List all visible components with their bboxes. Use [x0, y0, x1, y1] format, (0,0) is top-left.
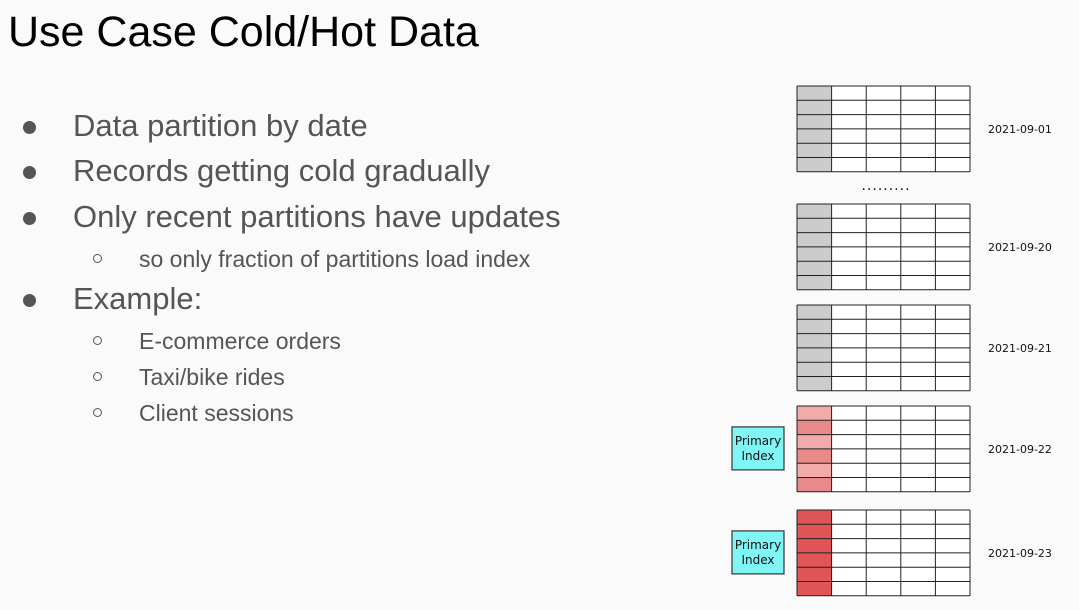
partition-key-cell: [797, 157, 832, 172]
partition-date-label: 2021-09-20: [988, 241, 1052, 254]
partition-key-cell: [797, 362, 832, 377]
partition-2021-09-20: 2021-09-20: [796, 203, 1052, 291]
partition-key-cell: [797, 463, 832, 478]
sub-bullet-item: E-commerce orders: [139, 328, 341, 354]
ellipsis: .........: [861, 178, 910, 194]
primary-index-label: Primary: [735, 434, 781, 448]
partition-2021-09-21: 2021-09-21: [796, 304, 1052, 392]
partition-key-cell: [797, 420, 832, 435]
primary-index-box: [731, 530, 785, 575]
sub-bullet-circle: [93, 336, 102, 345]
partition-key-cell: [797, 86, 832, 101]
partition-key-cell: [797, 477, 832, 492]
partition-key-cell: [797, 204, 832, 219]
partition-key-cell: [797, 376, 832, 391]
sub-bullet-circle: [93, 408, 102, 417]
partition-key-cell: [797, 128, 832, 144]
partition-date-label: 2021-09-01: [988, 123, 1052, 136]
partition-key-cell: [797, 246, 832, 262]
partition-key-cell: [797, 347, 832, 363]
partition-key-cell: [797, 232, 832, 247]
bullet-item: Only recent partitions have updates: [73, 199, 561, 234]
bullet-item: Example:: [73, 281, 203, 316]
partition-key-cell: [797, 448, 832, 464]
sub-bullet-item: so only fraction of partitions load inde…: [139, 246, 531, 272]
partition-key-cell: [797, 305, 832, 320]
partition-key-cell: [797, 261, 832, 276]
partition-date-label: 2021-09-22: [988, 443, 1052, 456]
primary-index-box: [731, 426, 785, 471]
partition-key-cell: [797, 143, 832, 158]
partition-key-cell: [797, 319, 832, 334]
partition-date-label: 2021-09-21: [988, 342, 1052, 355]
partition-key-cell: [797, 434, 832, 449]
bullet-dot: [23, 212, 36, 225]
partition-key-cell: [797, 100, 832, 115]
partition-key-cell: [797, 510, 832, 525]
partition-key-cell: [797, 333, 832, 348]
primary-index-label: Index: [741, 449, 774, 463]
partition-key-cell: [797, 567, 832, 582]
partition-key-cell: [797, 114, 832, 129]
bullet-dot: [23, 294, 36, 307]
sub-bullet-circle: [93, 254, 102, 263]
bullet-item: Records getting cold gradually: [73, 153, 491, 188]
partition-key-cell: [797, 524, 832, 539]
sub-bullet-item: Client sessions: [139, 400, 294, 426]
primary-index-label: Index: [741, 553, 774, 567]
primary-index-label: Primary: [735, 538, 781, 552]
bullet-dot: [23, 121, 36, 134]
partition-2021-09-01: 2021-09-01: [796, 85, 1052, 173]
sub-bullet-circle: [93, 372, 102, 381]
partition-key-cell: [797, 538, 832, 553]
partition-key-cell: [797, 218, 832, 233]
slide-title: Use Case Cold/Hot Data: [8, 8, 479, 56]
partition-key-cell: [797, 581, 832, 596]
sub-bullet-item: Taxi/bike rides: [139, 364, 285, 390]
bullet-dot: [23, 166, 36, 179]
partition-key-cell: [797, 275, 832, 290]
partition-key-cell: [797, 406, 832, 421]
partition-key-cell: [797, 552, 832, 568]
partition-date-label: 2021-09-23: [988, 547, 1052, 560]
partition-tables: 2021-09-01 2021-09-20 2021-09-21 2021-09-22…: [731, 85, 1052, 597]
bullet-item: Data partition by date: [73, 108, 368, 143]
